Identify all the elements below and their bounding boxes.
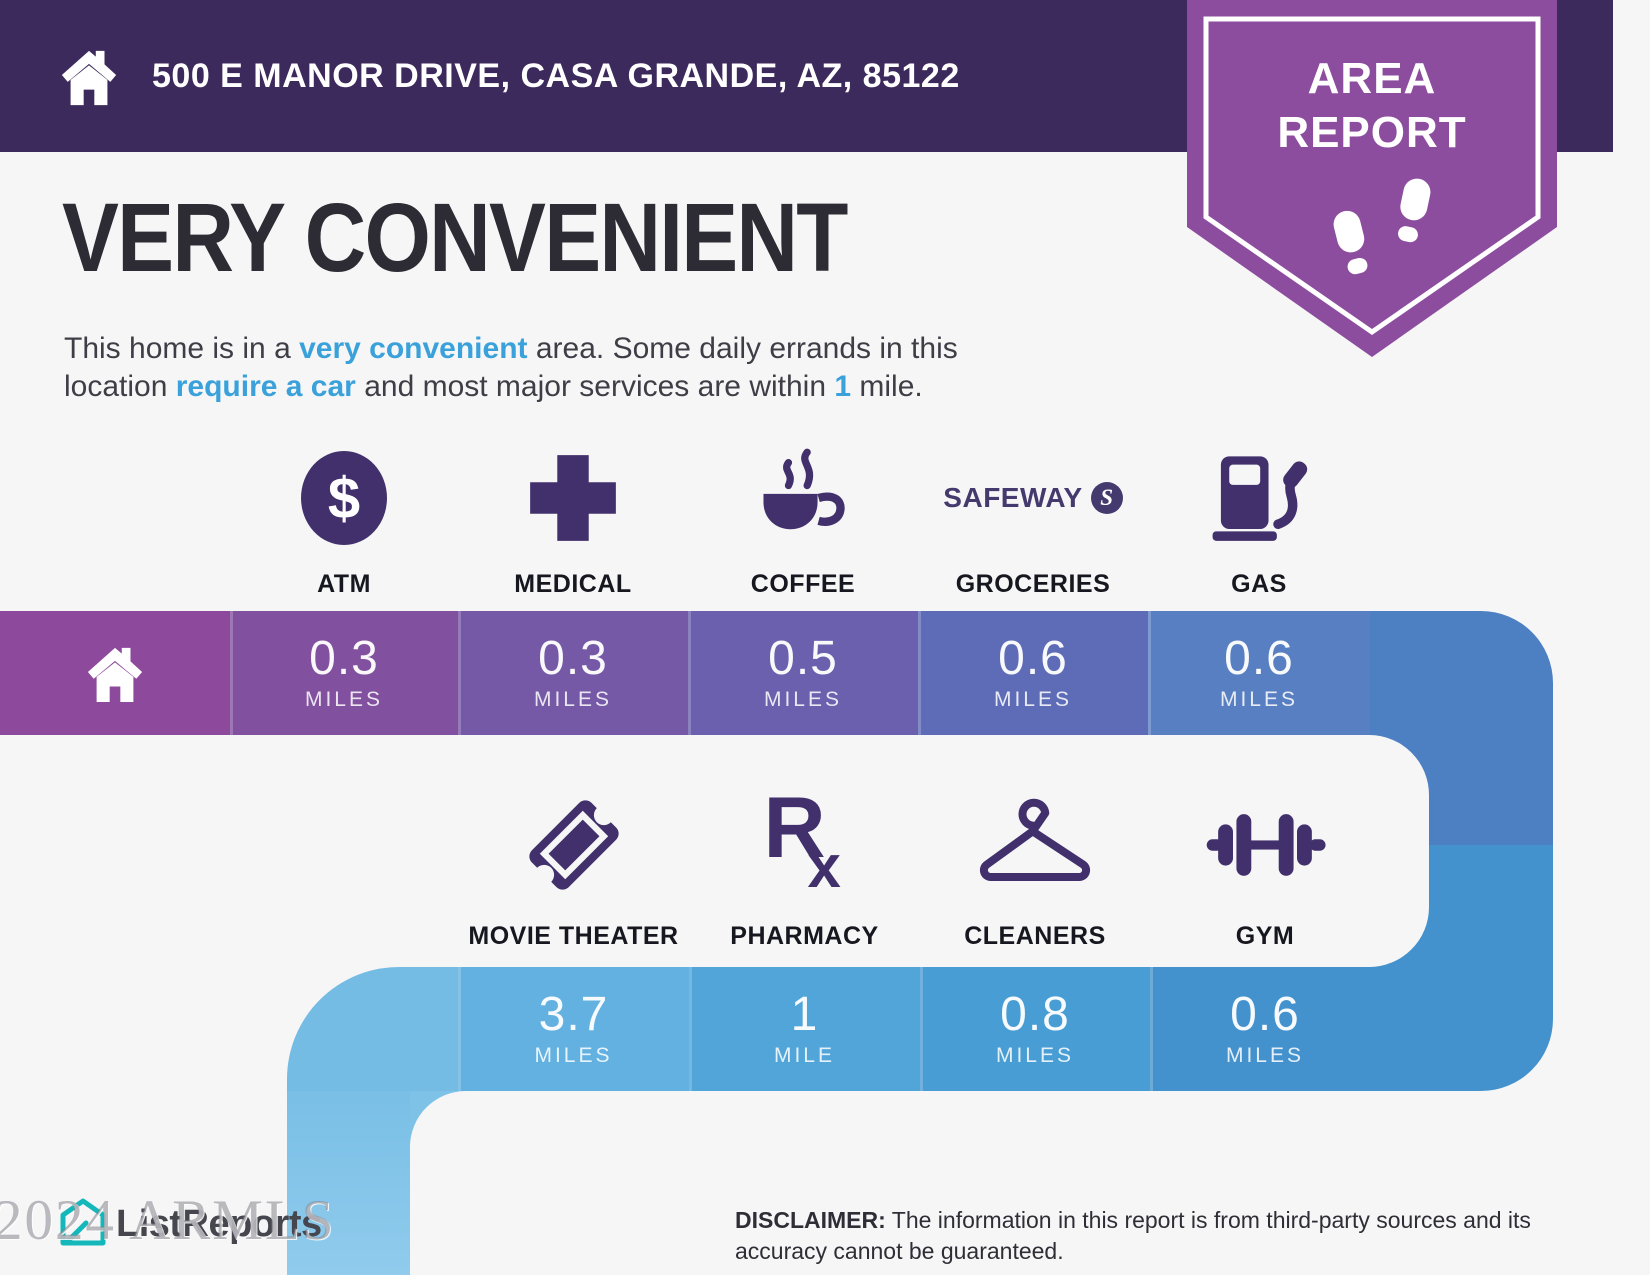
service-pharmacy: R x PHARMACY xyxy=(689,778,920,951)
property-address: 500 E MANOR DRIVE, CASA GRANDE, AZ, 8512… xyxy=(152,56,960,95)
distance-cell: 0.6 MILES xyxy=(918,611,1148,735)
distance-cell: 0.5 MILES xyxy=(688,611,918,735)
distance-cell: 0.6 MILES xyxy=(1150,967,1380,1091)
safeway-logo: SAFEWAY S xyxy=(943,482,1123,514)
service-label: GYM xyxy=(1235,922,1295,950)
service-label: GROCERIES xyxy=(955,570,1111,598)
disclaimer-label: DISCLAIMER: xyxy=(735,1207,886,1233)
distance-bar-row2: 3.7 MILES 1 MILE 0.8 MILES 0.6 MILES xyxy=(287,967,1380,1091)
badge-line2: REPORT xyxy=(1277,108,1466,157)
service-cleaners: CLEANERS xyxy=(920,778,1150,951)
service-label: GAS xyxy=(1231,570,1287,598)
service-label: CLEANERS xyxy=(964,922,1106,950)
gas-pump-icon xyxy=(1212,456,1308,541)
armls-watermark: 2024 ARMLS xyxy=(0,1189,336,1252)
service-coffee: COFFEE xyxy=(688,436,918,599)
home-icon xyxy=(61,50,117,106)
hanger-icon xyxy=(979,798,1091,881)
medical-cross-icon xyxy=(530,455,616,541)
coffee-cup-icon xyxy=(763,448,845,530)
area-report-badge: AREA REPORT xyxy=(1187,0,1557,357)
distance-cell: 0.8 MILES xyxy=(920,967,1150,1091)
description: This home is in a very convenient area. … xyxy=(64,332,958,403)
footprints-icon xyxy=(1333,178,1431,275)
route-bottom-strip xyxy=(287,1091,410,1275)
badge-border xyxy=(1203,16,1541,336)
distance-cell: 3.7 MILES xyxy=(458,967,689,1091)
service-groceries: SAFEWAY S GROCERIES xyxy=(918,436,1148,599)
dumbbell-icon xyxy=(1206,814,1326,876)
service-gym: GYM xyxy=(1150,778,1380,951)
safeway-s-icon: S xyxy=(1090,482,1123,514)
home-cell xyxy=(0,611,230,735)
listreports-wordmark: ListReports xyxy=(116,1202,322,1245)
rx-icon: R x xyxy=(763,780,841,900)
disclaimer-text: The information in this report is from t… xyxy=(735,1207,1531,1264)
movie-ticket-icon xyxy=(528,800,619,890)
service-medical: MEDICAL xyxy=(458,436,688,599)
page-title: VERY CONVENIENT xyxy=(62,183,848,292)
route-end-cap xyxy=(287,967,458,1091)
atm-dollar-icon: $ xyxy=(301,451,387,545)
service-label: MOVIE THEATER xyxy=(468,922,679,950)
service-atm: $ ATM xyxy=(230,436,458,599)
listreports-house-icon xyxy=(60,1198,106,1246)
service-label: ATM xyxy=(317,570,371,598)
service-label: COFFEE xyxy=(750,570,856,598)
home-icon xyxy=(87,647,143,703)
distance-cell: 0.6 MILES xyxy=(1148,611,1370,735)
distance-cell: 1 MILE xyxy=(689,967,920,1091)
distance-cell: 0.3 MILES xyxy=(458,611,688,735)
service-label: MEDICAL xyxy=(514,570,632,598)
listreports-logo: ListReports xyxy=(60,1198,322,1250)
distance-cell: 0.3 MILES xyxy=(230,611,458,735)
route-inner-inset xyxy=(0,735,1429,967)
badge-line1: AREA xyxy=(1308,54,1437,103)
service-gas: GAS xyxy=(1148,436,1370,599)
service-movie-theater: MOVIE THEATER xyxy=(458,778,689,951)
distance-bar-row1: 0.3 MILES 0.3 MILES 0.5 MILES 0.6 MILES 0.6 M… xyxy=(0,611,1370,735)
service-label: PHARMACY xyxy=(730,922,879,950)
disclaimer: DISCLAIMER: The information in this repor… xyxy=(735,1205,1607,1267)
